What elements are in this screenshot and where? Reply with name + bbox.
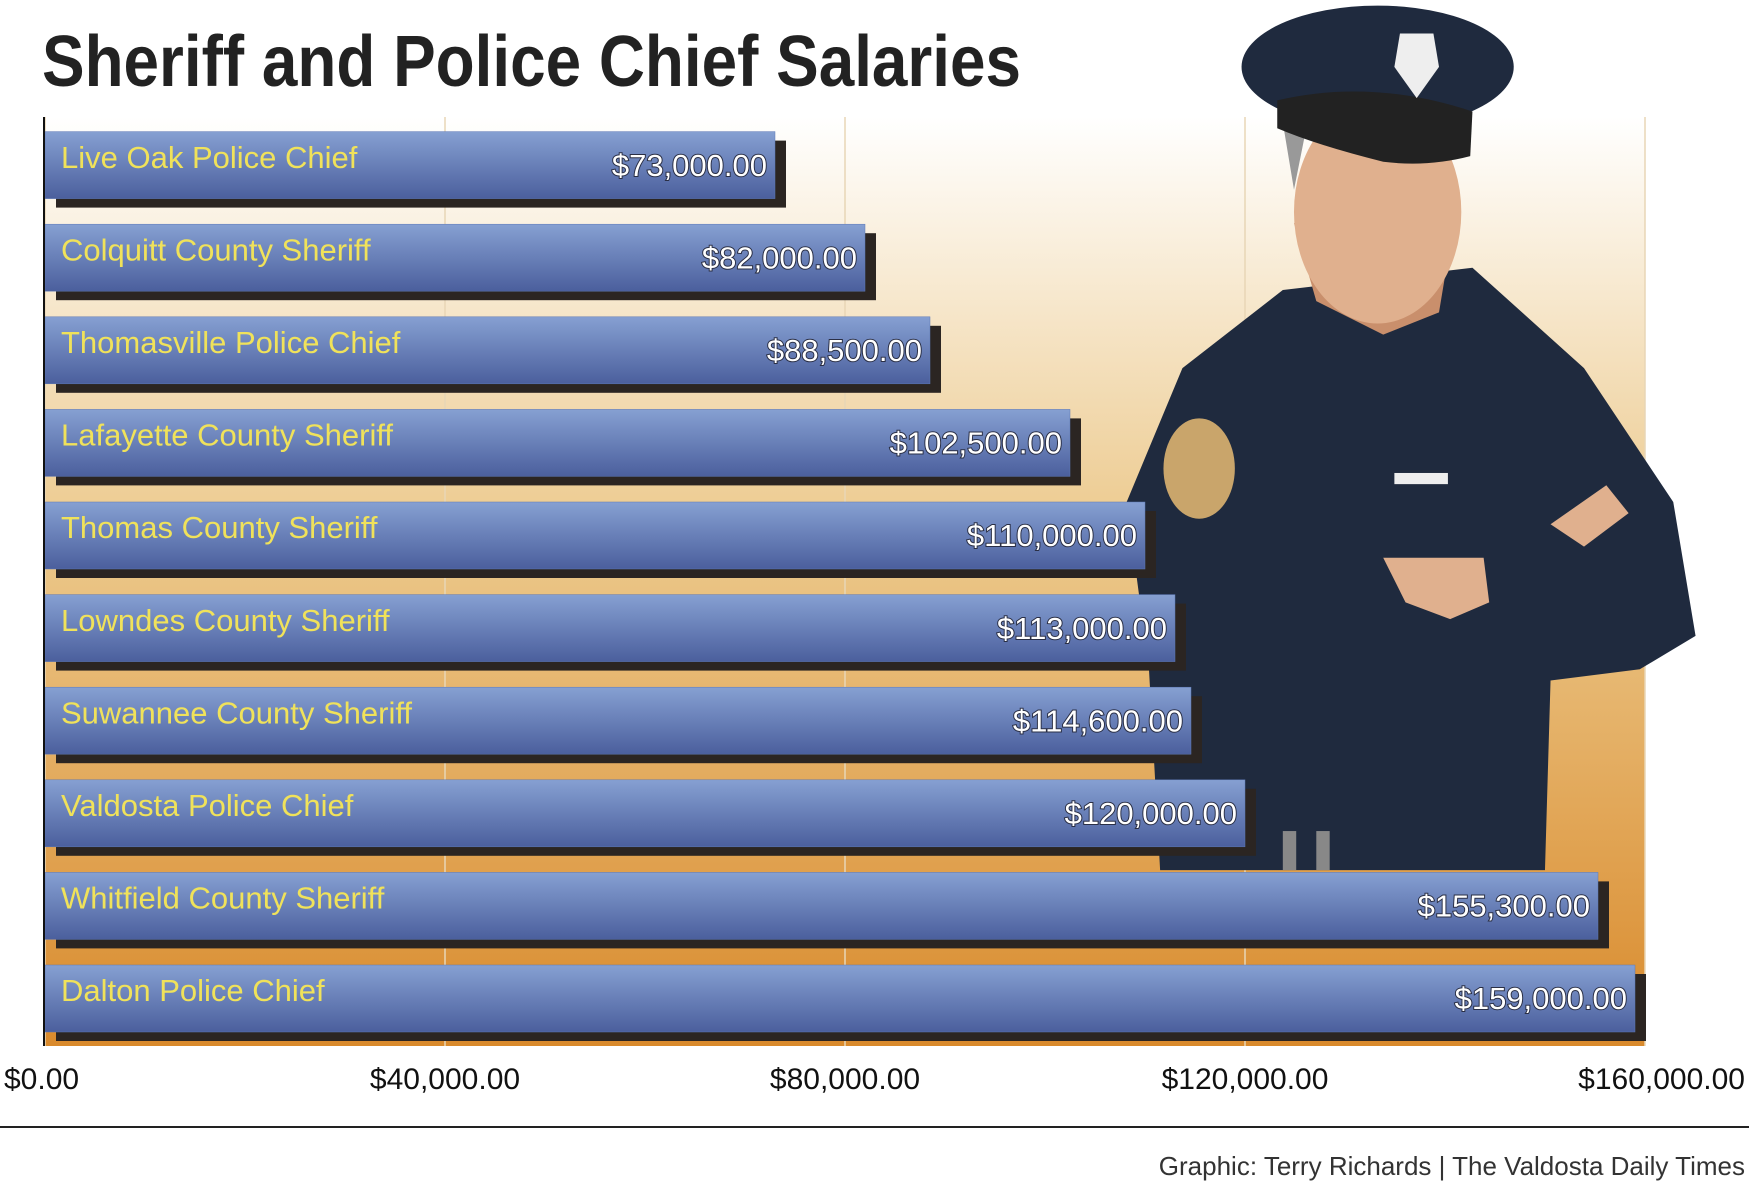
bar	[44, 409, 1071, 477]
category-label: Dalton Police Chief	[61, 973, 325, 1008]
bar	[44, 686, 1192, 755]
bar	[44, 779, 1246, 848]
police-illustration	[1126, 5, 1696, 871]
value-label: $159,000.00	[1455, 981, 1627, 1016]
bar	[44, 131, 776, 199]
bars: Live Oak Police Chief $73,000.00 Colquitt …	[44, 131, 1646, 1041]
bar	[44, 872, 1599, 940]
x-tick-label: $0.00	[4, 1063, 79, 1096]
category-label: Live Oak Police Chief	[61, 140, 358, 175]
value-label: $113,000.00	[997, 611, 1167, 646]
value-label: $88,500.00	[767, 333, 922, 368]
x-tick-label: $160,000.00	[1578, 1063, 1745, 1096]
value-label: $114,600.00	[1013, 703, 1183, 738]
category-label: Whitfield County Sheriff	[61, 881, 385, 916]
bar	[44, 964, 1636, 1033]
value-label: $155,300.00	[1418, 889, 1590, 924]
value-label: $110,000.00	[967, 518, 1137, 553]
chart-title: Sheriff and Police Chief Salaries	[42, 22, 1021, 102]
bar	[44, 316, 931, 385]
value-label: $102,500.00	[890, 426, 1062, 461]
value-label: $82,000.00	[702, 240, 857, 275]
category-label: Thomas County Sheriff	[61, 510, 378, 545]
credit: Graphic: Terry Richards | The Valdosta D…	[1159, 1151, 1745, 1181]
category-label: Colquitt County Sheriff	[61, 232, 371, 267]
bar	[44, 501, 1146, 570]
category-label: Lowndes County Sheriff	[61, 603, 390, 638]
value-label: $73,000.00	[612, 148, 767, 183]
category-label: Valdosta Police Chief	[61, 788, 354, 823]
category-label: Suwannee County Sheriff	[61, 695, 412, 730]
category-label: Thomasville Police Chief	[61, 325, 401, 360]
x-tick-label: $80,000.00	[770, 1063, 920, 1096]
bar	[44, 223, 866, 292]
bar	[44, 594, 1176, 662]
value-label: $120,000.00	[1065, 796, 1237, 831]
x-tick-label: $120,000.00	[1162, 1063, 1329, 1096]
category-label: Lafayette County Sheriff	[61, 418, 393, 453]
x-tick-label: $40,000.00	[370, 1063, 520, 1096]
